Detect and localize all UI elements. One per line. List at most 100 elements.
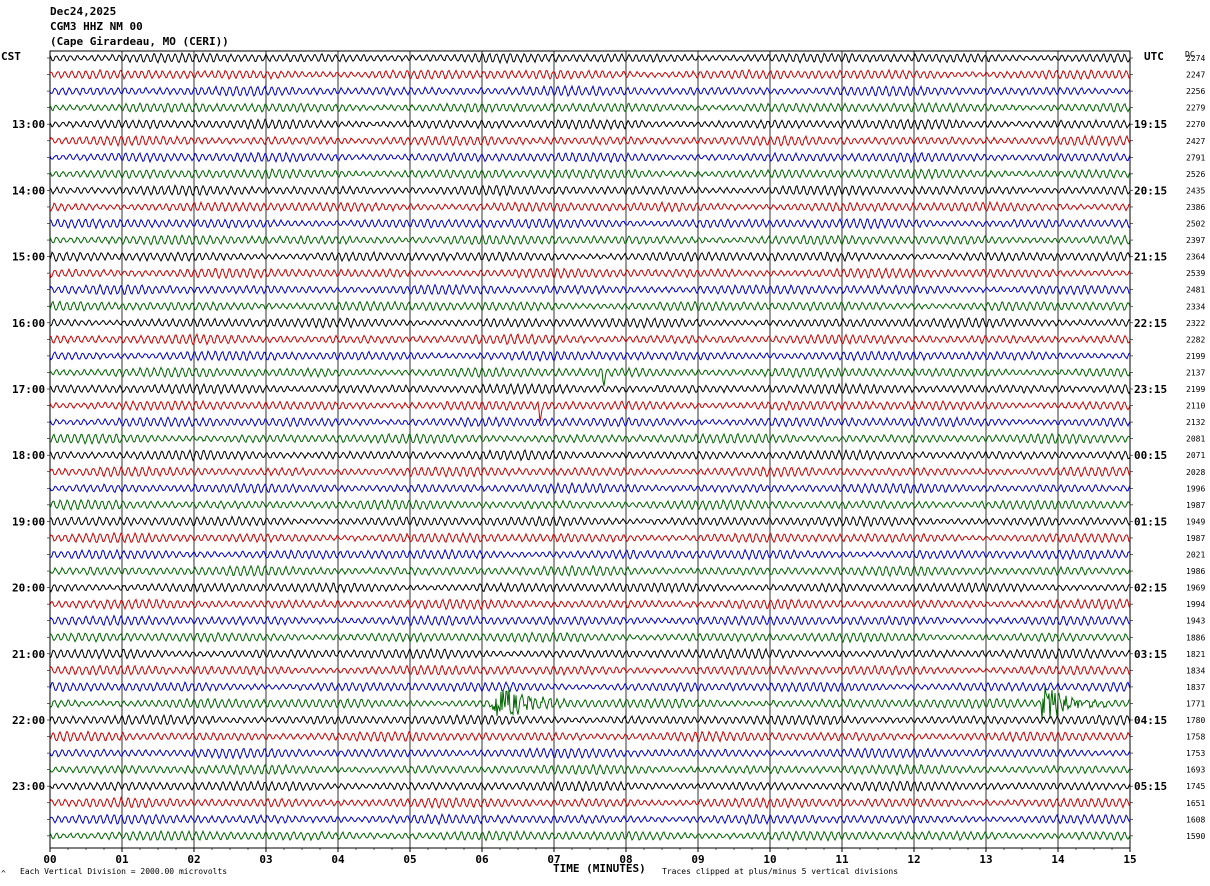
dc-offset-label: 1943 <box>1186 617 1205 626</box>
trace-row <box>49 349 1131 363</box>
dc-offset-label: 2386 <box>1186 203 1205 212</box>
left-hour-label: 14:00 <box>12 184 45 197</box>
right-hour-label: 05:15 <box>1134 780 1167 793</box>
x-tick-label: 03 <box>259 853 272 866</box>
left-hour-label: 17:00 <box>12 383 45 396</box>
dc-offset-label: 2435 <box>1186 186 1205 195</box>
x-tick-label: 10 <box>763 853 776 866</box>
dc-offset-label: 2279 <box>1186 104 1205 113</box>
trace-row <box>49 366 1131 387</box>
x-tick-label: 06 <box>475 853 489 866</box>
trace-row <box>49 481 1131 495</box>
trace-row <box>49 829 1131 843</box>
left-hour-label: 15:00 <box>12 251 45 264</box>
left-hour-label: 22:00 <box>12 714 45 727</box>
trace-row <box>49 151 1131 164</box>
trace-row <box>49 415 1131 428</box>
trace-row <box>49 283 1131 296</box>
x-tick-label: 12 <box>907 853 920 866</box>
dc-offset-label: 1837 <box>1186 683 1205 692</box>
trace-row <box>49 680 1131 693</box>
trace-row <box>50 317 1131 330</box>
dc-offset-label: 1590 <box>1186 832 1205 841</box>
x-tick-label: 07 <box>547 853 560 866</box>
right-hour-label: 04:15 <box>1134 714 1167 727</box>
trace-row <box>49 686 1131 720</box>
x-tick-label: 08 <box>619 853 632 866</box>
dc-offset-label: 2021 <box>1186 551 1205 560</box>
trace-row <box>49 498 1131 512</box>
plot-date: Dec24,2025 <box>50 5 117 18</box>
trace-row <box>49 382 1131 396</box>
trace-row <box>49 234 1131 246</box>
trace-row <box>49 647 1131 660</box>
dc-offset-label: 1987 <box>1186 501 1205 510</box>
plot-frame <box>49 50 1131 849</box>
station-location: (Cape Girardeau, MO (CERI)) <box>50 35 229 48</box>
dc-offset-label: 1987 <box>1186 534 1205 543</box>
right-hour-label: 02:15 <box>1134 582 1167 595</box>
trace-row <box>49 250 1131 263</box>
trace-row <box>49 548 1131 561</box>
dc-offset-label: 1693 <box>1186 766 1205 775</box>
dc-offset-label: 2199 <box>1186 385 1205 394</box>
trace-row <box>49 217 1131 230</box>
dc-offset-label: 1949 <box>1186 517 1205 526</box>
left-hour-label: 18:00 <box>12 449 45 462</box>
x-tick-label: 09 <box>691 853 704 866</box>
right-hour-label: 21:15 <box>1134 251 1167 264</box>
dc-offset-label: 2137 <box>1186 368 1205 377</box>
dc-offset-label: 1780 <box>1186 716 1205 725</box>
dc-offset-label: 2502 <box>1186 220 1205 229</box>
trace-row <box>49 763 1131 777</box>
dc-offset-label: 2322 <box>1186 319 1205 328</box>
dc-offset-label: 1608 <box>1186 815 1205 824</box>
x-tick-label: 11 <box>835 853 849 866</box>
trace-row <box>49 714 1131 726</box>
dc-offset-label: 1821 <box>1186 650 1205 659</box>
dc-offset-label: 1771 <box>1186 699 1205 708</box>
trace-row <box>49 432 1131 445</box>
right-hour-label: 00:15 <box>1134 449 1167 462</box>
left-timezone-label: CST <box>1 50 21 63</box>
right-hour-label: 22:15 <box>1134 317 1167 330</box>
dc-offset-label: 2071 <box>1186 451 1205 460</box>
dc-offset-label: 2199 <box>1186 352 1205 361</box>
dc-offset-label: 2526 <box>1186 170 1205 179</box>
x-tick-label: 02 <box>187 853 200 866</box>
left-hour-label: 21:00 <box>12 648 45 661</box>
trace-row <box>49 581 1131 594</box>
trace-row <box>49 101 1131 114</box>
trace-row <box>49 68 1131 81</box>
trace-row <box>49 597 1131 611</box>
x-tick-label: 15 <box>1123 853 1136 866</box>
trace-row <box>49 812 1131 826</box>
trace-row <box>49 51 1131 65</box>
left-hour-label: 23:00 <box>12 780 45 793</box>
trace-row <box>49 564 1131 578</box>
corner-mark: ^ <box>1 869 6 878</box>
trace-row <box>49 515 1131 528</box>
trace-row <box>49 168 1131 181</box>
dc-offset-label: 2028 <box>1186 468 1205 477</box>
right-hour-label: 03:15 <box>1134 648 1167 661</box>
x-tick-label: 13 <box>979 853 992 866</box>
trace-row <box>49 531 1131 544</box>
dc-offset-label: 1758 <box>1186 733 1205 742</box>
x-tick-label: 00 <box>43 853 56 866</box>
left-hour-label: 16:00 <box>12 317 45 330</box>
dc-offset-label: 2110 <box>1186 402 1205 411</box>
trace-row <box>49 730 1131 743</box>
trace-row <box>49 747 1131 760</box>
dc-offset-label: 2282 <box>1186 335 1205 344</box>
trace-row <box>49 267 1131 280</box>
left-hour-label: 20:00 <box>12 582 45 595</box>
right-hour-label: 20:15 <box>1134 184 1167 197</box>
station-code: CGM3 HHZ NM 00 <box>50 20 143 33</box>
x-tick-label: 04 <box>331 853 345 866</box>
dc-offset-label: 1969 <box>1186 584 1205 593</box>
dc-offset-label: 1994 <box>1186 600 1205 609</box>
dc-offset-label: 2247 <box>1186 71 1205 80</box>
x-tick-label: 01 <box>115 853 129 866</box>
